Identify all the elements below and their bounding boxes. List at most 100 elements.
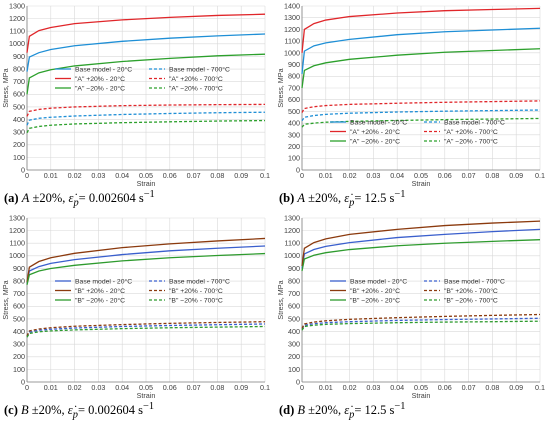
chart-b-legend-label: "A" +20% - 20°C bbox=[350, 128, 400, 136]
chart-b-legend-label: "A" −20% - 20°C bbox=[350, 137, 400, 145]
chart-c-ytick-label: 1300 bbox=[9, 213, 25, 222]
caption-d: (d) B ±20%, ε̇p= 12.5 s−1 bbox=[279, 401, 406, 421]
chart-d-xtick-label: 0.1 bbox=[535, 383, 545, 392]
chart-b-ytick-label: 1000 bbox=[284, 48, 300, 57]
chart-c: 0100200300400500600700800900100011001200… bbox=[1, 213, 270, 400]
chart-c-xtick-label: 0 bbox=[25, 383, 29, 392]
chart-d-series-line-2 bbox=[301, 220, 541, 267]
chart-c-ytick-label: 800 bbox=[13, 276, 25, 285]
chart-c-ytick-label: 700 bbox=[13, 289, 25, 298]
chart-d-legend-label: "B" −20% - 700°C bbox=[444, 296, 498, 304]
chart-c-xtick-label: 0.01 bbox=[44, 383, 58, 392]
chart-c-series-line-3 bbox=[26, 321, 266, 337]
chart-d-ytick-label: 800 bbox=[288, 276, 300, 285]
chart-panel-d: 0 100 200 300 400 500 600 700 800 900 1000 1100 1200… bbox=[275, 212, 550, 423]
chart-c-ytick-label: 0 bbox=[21, 377, 25, 386]
chart-b-xtick-label: 0.01 bbox=[319, 171, 333, 180]
chart-panel-a: 0 100 200 300 400 500 600 700 800 900 1000 1100 1200… bbox=[0, 0, 275, 211]
chart-a-legend-label: "A" +20% - 20°C bbox=[75, 75, 125, 83]
chart-c-legend-label: Base model - 20°C bbox=[75, 277, 132, 285]
chart-c-legend-label: "B" +20% - 20°C bbox=[75, 287, 125, 295]
chart-a-ytick-label: 200 bbox=[13, 140, 25, 149]
chart-d-ytick-label: 500 bbox=[288, 314, 300, 323]
chart-d-legend-label: "B" +20% - 20°C bbox=[350, 287, 400, 295]
chart-d-series-line-5 bbox=[301, 320, 541, 331]
chart-b-xtick-label: 0 bbox=[300, 171, 304, 180]
chart-b-series-line-0 bbox=[301, 27, 541, 75]
chart-a-xtick-label: 0.02 bbox=[68, 171, 82, 180]
chart-b-ytick-label: 1100 bbox=[285, 37, 300, 46]
chart-d-xtick-label: 0.08 bbox=[485, 383, 499, 392]
chart-c-ytick-label: 600 bbox=[13, 302, 25, 311]
chart-a-ytick-label: 400 bbox=[13, 115, 25, 124]
chart-b-xtick-label: 0.02 bbox=[343, 171, 357, 180]
caption-a: (a) A ±20%, ε̇p= 0.002604 s−1 bbox=[4, 189, 155, 209]
chart-b-ytick-label: 700 bbox=[288, 83, 300, 92]
chart-d-ytick-label: 1200 bbox=[284, 226, 300, 235]
chart-c-series-line-4 bbox=[26, 252, 266, 286]
chart-b-xtick-label: 0.04 bbox=[390, 171, 404, 180]
chart-c-xtick-label: 0.1 bbox=[260, 383, 270, 392]
chart-a-series-line-0 bbox=[26, 33, 266, 72]
chart-a-xtick-label: 0.01 bbox=[44, 171, 58, 180]
chart-b-xtick-label: 0.03 bbox=[366, 171, 380, 180]
chart-c-xtick-label: 0.03 bbox=[91, 383, 105, 392]
chart-d-legend-label: Base model - 20°C bbox=[350, 277, 407, 285]
chart-c-legend-label: "B" −20% - 700°C bbox=[169, 296, 223, 304]
chart-a-xtick-label: 0.03 bbox=[91, 171, 105, 180]
chart-d-ytick-label: 400 bbox=[288, 327, 300, 336]
chart-b-legend-label: Base model - 20°C bbox=[350, 118, 407, 126]
chart-c-xlabel: Strain bbox=[137, 391, 156, 400]
chart-a-xtick-label: 0.09 bbox=[234, 171, 248, 180]
chart-d-xtick-label: 0 bbox=[300, 383, 304, 392]
chart-d-ytick-label: 900 bbox=[288, 264, 300, 273]
chart-a-ytick-label: 1300 bbox=[9, 1, 25, 10]
chart-a-xtick-label: 0.1 bbox=[260, 171, 270, 180]
chart-a-ytick-label: 100 bbox=[13, 153, 25, 162]
chart-d-ytick-label: 200 bbox=[288, 352, 300, 361]
chart-d-ytick-label: 1300 bbox=[284, 213, 300, 222]
chart-d-xlabel: Strain bbox=[412, 391, 431, 400]
chart-a-series-line-5 bbox=[26, 119, 266, 134]
chart-b-xtick-label: 0.08 bbox=[485, 171, 499, 180]
chart-a-series-line-4 bbox=[26, 53, 266, 95]
chart-a-legend-label: Base model - 20°C bbox=[75, 65, 132, 73]
chart-b-xlabel: Strain bbox=[412, 179, 431, 188]
chart-c-series-line-0 bbox=[26, 245, 266, 284]
chart-c-ytick-label: 100 bbox=[13, 365, 25, 374]
chart-d-ylabel: Stress, MPa bbox=[276, 280, 285, 319]
chart-a-ytick-label: 600 bbox=[13, 90, 25, 99]
chart-d-ytick-label: 700 bbox=[288, 289, 300, 298]
chart-c-series-line-2 bbox=[26, 237, 266, 283]
caption-c: (c) B ±20%, ε̇p= 0.002604 s−1 bbox=[4, 401, 155, 421]
chart-a-ytick-label: 500 bbox=[13, 102, 25, 111]
chart-c-legend-label: Base model - 700°C bbox=[169, 277, 230, 285]
chart-a-series-line-3 bbox=[26, 103, 266, 117]
chart-c-legend-label: "B" −20% - 20°C bbox=[75, 296, 125, 304]
chart-b-xtick-label: 0.07 bbox=[462, 171, 476, 180]
chart-c-legend: Base model - 20°C Base model - 700°C "B" +… bbox=[55, 277, 230, 304]
chart-a-ytick-label: 1200 bbox=[9, 14, 25, 23]
chart-c-xtick-label: 0.06 bbox=[163, 383, 177, 392]
chart-d-series-line-4 bbox=[301, 239, 541, 272]
chart-d-xtick-label: 0.02 bbox=[343, 383, 357, 392]
chart-d-xtick-label: 0.04 bbox=[390, 383, 404, 392]
chart-a: 0100200300400500600700800900100011001200… bbox=[1, 1, 270, 188]
caption-b: (b) A ±20%, ε̇p= 12.5 s−1 bbox=[279, 189, 406, 209]
chart-d-xtick-label: 0.01 bbox=[319, 383, 333, 392]
chart-d-xtick-label: 0.03 bbox=[366, 383, 380, 392]
chart-c-xtick-label: 0.07 bbox=[187, 383, 201, 392]
chart-d-xtick-label: 0.09 bbox=[509, 383, 523, 392]
chart-b-xtick-label: 0.05 bbox=[414, 171, 428, 180]
chart-c-ytick-label: 200 bbox=[13, 352, 25, 361]
chart-d-xtick-label: 0.07 bbox=[462, 383, 476, 392]
chart-c-xtick-label: 0.02 bbox=[68, 383, 82, 392]
chart-c-ytick-label: 300 bbox=[13, 340, 25, 349]
chart-b-legend-label: Base model - 700°C bbox=[444, 118, 505, 126]
chart-c-legend-label: "B" +20% - 700°C bbox=[169, 287, 223, 295]
chart-b-ytick-label: 900 bbox=[288, 60, 300, 69]
chart-b-series-line-1 bbox=[301, 109, 541, 122]
chart-a-xtick-label: 0.08 bbox=[210, 171, 224, 180]
chart-b-ytick-label: 1400 bbox=[284, 1, 300, 10]
chart-a-legend: Base model - 20°C Base model - 700°C "A" +… bbox=[55, 65, 230, 92]
